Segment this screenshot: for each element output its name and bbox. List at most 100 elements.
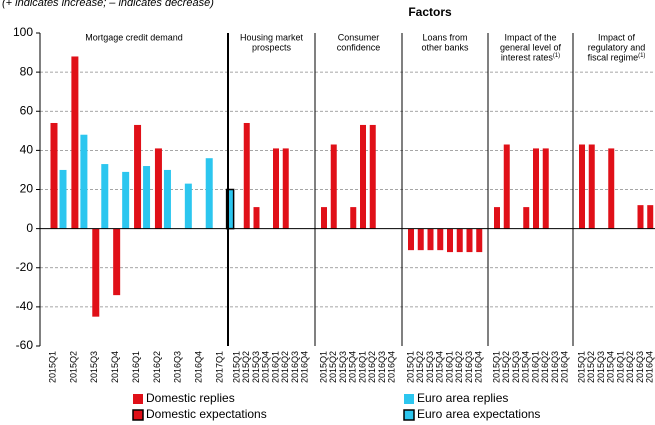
x-tick-label: 2015Q3 [338, 351, 348, 383]
bar [80, 134, 88, 229]
x-tick-label: 2016Q3 [173, 351, 183, 383]
y-tick-label: -20 [16, 260, 34, 274]
x-tick-label: 2016Q1 [357, 351, 367, 383]
x-tick-label: 2016Q1 [270, 351, 280, 383]
x-tick-label: 2015Q1 [405, 351, 415, 383]
x-tick-label: 2016Q2 [280, 351, 290, 383]
bar [282, 148, 289, 229]
bar [360, 124, 366, 229]
legend-label: Domestic expectations [146, 407, 267, 421]
x-tick-label: 2015Q4 [110, 351, 120, 383]
x-tick-label: 2016Q1 [131, 351, 141, 383]
bar [321, 207, 327, 229]
x-tick-label: 2016Q3 [377, 351, 387, 383]
x-tick-label: 2015Q4 [606, 351, 616, 383]
y-tick-label: 20 [20, 182, 34, 196]
panel-title: prospects [252, 42, 292, 52]
x-tick-label: 2016Q3 [290, 351, 300, 383]
note-ref: (1) [553, 53, 560, 59]
bar [50, 122, 58, 229]
bar [184, 183, 192, 229]
note: (+ indicates increase; – indicates decre… [2, 0, 214, 9]
y-tick-label: 80 [20, 64, 34, 78]
bar [542, 148, 549, 229]
bar [154, 148, 162, 229]
x-tick-label: 2015Q1 [318, 351, 328, 383]
bar [253, 207, 260, 229]
x-tick-label: 2017Q1 [214, 351, 224, 383]
bar [523, 207, 530, 229]
x-tick-label: 2016Q2 [454, 351, 464, 383]
panel-title: Impact of [598, 32, 636, 42]
bar [122, 171, 130, 229]
panel-title: interest rates(1) [501, 52, 560, 62]
x-tick-label: 2016Q4 [387, 351, 397, 383]
x-tick-label: 2015Q2 [68, 351, 78, 383]
bar [608, 148, 615, 229]
y-tick-label: 40 [20, 143, 34, 157]
panel-title: other banks [421, 42, 469, 52]
legend-swatch [132, 409, 144, 421]
x-tick-label: 2016Q3 [635, 351, 645, 383]
bar [494, 207, 500, 229]
bar [647, 205, 654, 229]
bar [456, 228, 463, 253]
bar [533, 148, 539, 229]
x-tick-label: 2015Q3 [511, 351, 521, 383]
legend-label: Euro area expectations [417, 407, 540, 421]
bar [503, 144, 510, 229]
bar [417, 228, 424, 251]
x-tick-label: 2016Q4 [300, 351, 310, 383]
x-tick-label: 2016Q1 [530, 351, 540, 383]
y-tick-label: 100 [13, 25, 33, 39]
panel-title: general level of [500, 42, 562, 52]
x-tick-label: 2015Q2 [501, 351, 511, 383]
x-tick-label: 2015Q3 [89, 351, 99, 383]
x-tick-label: 2016Q2 [152, 351, 162, 383]
bar [588, 144, 595, 229]
legend-label: Domestic replies [146, 391, 235, 405]
bar [243, 122, 250, 229]
x-tick-label: 2016Q3 [464, 351, 474, 383]
x-tick-label: 2015Q2 [328, 351, 338, 383]
chart-title: Factors [408, 5, 452, 19]
bar [134, 124, 142, 229]
y-tick-label: 60 [20, 103, 34, 117]
x-tick-label: 2015Q3 [596, 351, 606, 383]
bar [427, 228, 434, 251]
panel-title: confidence [337, 42, 381, 52]
x-tick-label: 2016Q2 [625, 351, 635, 383]
bar [637, 205, 644, 229]
bar [101, 164, 109, 229]
bar [71, 56, 79, 229]
x-tick-label: 2016Q4 [645, 351, 655, 383]
legend-swatch [133, 394, 143, 404]
x-tick-label: 2015Q3 [251, 351, 261, 383]
bar [447, 228, 453, 253]
x-tick-label: 2015Q1 [576, 351, 586, 383]
legend-label: Euro area replies [417, 391, 508, 405]
bar [466, 228, 473, 253]
x-tick-label: 2016Q1 [615, 351, 625, 383]
bar [163, 169, 171, 229]
bar [579, 144, 585, 229]
panel-title: Impact of the [504, 32, 556, 42]
bar [143, 166, 151, 229]
panel-title: Mortgage credit demand [85, 32, 183, 42]
y-tick-label: -40 [16, 299, 34, 313]
bar [113, 228, 121, 296]
x-tick-label: 2016Q4 [560, 351, 570, 383]
panel-title: regulatory and [588, 42, 646, 52]
bar [437, 228, 444, 251]
legend-swatch [403, 409, 415, 421]
x-tick-label: 2015Q2 [241, 351, 251, 383]
x-tick-label: 2015Q1 [47, 351, 57, 383]
bar [476, 228, 483, 253]
bar [408, 228, 414, 251]
x-tick-label: 2016Q3 [550, 351, 560, 383]
bar [369, 124, 376, 229]
y-tick-label: -60 [16, 338, 34, 352]
x-tick-label: 2015Q4 [348, 351, 358, 383]
